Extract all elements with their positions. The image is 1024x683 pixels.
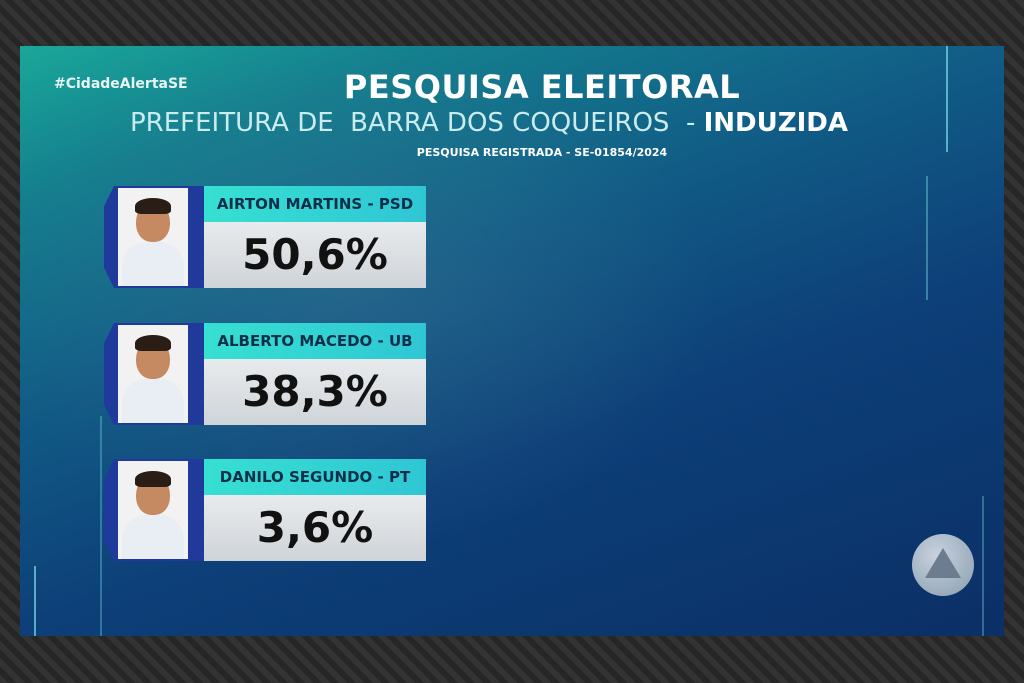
page-subtitle: PREFEITURA DE BARRA DOS COQUEIROS - INDU…: [130, 108, 848, 138]
decorative-line: [100, 416, 102, 636]
candidate-name: DANILO SEGUNDO - PT: [204, 459, 426, 495]
hashtag: #CidadeAlertaSE: [54, 76, 188, 92]
photo-frame: [104, 323, 204, 425]
candidate-card: AIRTON MARTINS - PSD 50,6%: [104, 186, 426, 288]
candidate-name: ALBERTO MACEDO - UB: [204, 323, 426, 359]
photo-frame: [104, 186, 204, 288]
subtitle-type: INDUZIDA: [703, 108, 848, 138]
registration-text: PESQUISA REGISTRADA - SE-01854/2024: [416, 146, 668, 159]
candidate-name: AIRTON MARTINS - PSD: [204, 186, 426, 222]
decorative-line: [982, 496, 984, 636]
subtitle-city: PREFEITURA DE BARRA DOS COQUEIROS: [130, 108, 670, 138]
candidate-percent: 50,6%: [204, 222, 426, 288]
candidate-percent: 38,3%: [204, 359, 426, 425]
page-title: PESQUISA ELEITORAL: [343, 68, 741, 106]
decorative-line: [946, 46, 948, 152]
subtitle-separator: -: [669, 108, 704, 138]
candidate-photo: [118, 461, 188, 559]
triangle-logo-icon: [912, 534, 974, 596]
photo-frame: [104, 459, 204, 561]
tv-graphic: #CidadeAlertaSE PESQUISA ELEITORAL PREFE…: [20, 46, 1004, 636]
candidate-card: DANILO SEGUNDO - PT 3,6%: [104, 459, 426, 561]
decorative-line: [926, 176, 928, 300]
decorative-line: [34, 566, 36, 636]
candidate-card: ALBERTO MACEDO - UB 38,3%: [104, 323, 426, 425]
candidate-photo: [118, 188, 188, 286]
candidate-photo: [118, 325, 188, 423]
candidate-percent: 3,6%: [204, 495, 426, 561]
